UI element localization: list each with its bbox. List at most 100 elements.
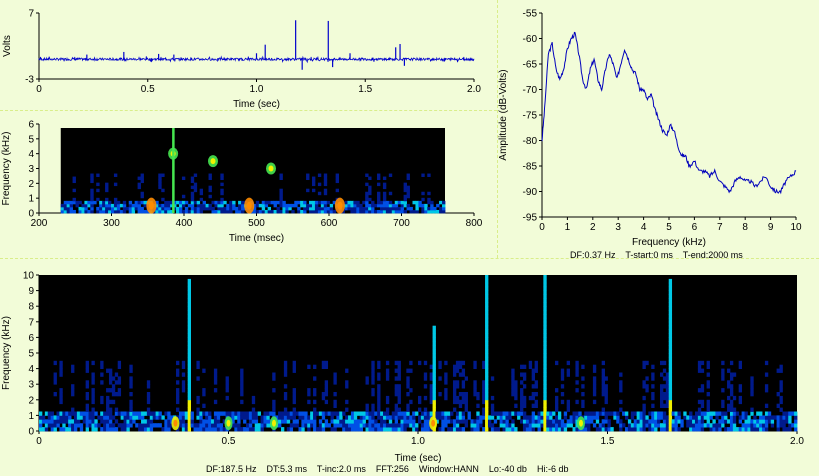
spectrogram-cell	[187, 427, 191, 432]
spectrogram-cell	[520, 372, 524, 377]
x-tick-label: 9	[768, 222, 774, 233]
spectrogram-cell	[231, 411, 235, 416]
spectrogram-cell	[394, 423, 398, 428]
spectrogram-cell	[114, 427, 119, 432]
spectrogram-cell	[767, 415, 772, 420]
spectrogram-cell	[181, 209, 186, 214]
spectrogram-cell	[779, 399, 783, 405]
spectrogram-cell	[50, 411, 54, 416]
spectrogram-cell	[566, 407, 570, 412]
spectrogram-cell	[301, 411, 305, 416]
spectrogram-cell	[432, 372, 436, 377]
spectrogram-cell	[362, 423, 366, 428]
spectrogram-cell	[619, 380, 623, 385]
spectrogram-cell	[744, 415, 748, 420]
spectrogram-cell	[537, 415, 541, 420]
spectrogram-cell	[485, 275, 489, 280]
spectrum-chart: 0 1 2 3 4 5 6 7 8 9 10-55-60-65-70-75-80-85-90-95F…	[498, 9, 802, 249]
spectrogram-cell	[630, 427, 635, 432]
spectrogram-cell	[248, 415, 253, 420]
spectrogram-cell	[727, 419, 731, 424]
spectrogram-cell	[400, 415, 404, 420]
spectrogram-cell	[368, 176, 372, 181]
spectrogram-cell	[356, 206, 360, 211]
spectrogram-cell	[403, 411, 407, 416]
spectrogram-cell	[311, 206, 316, 211]
spectrogram-cell	[403, 419, 407, 424]
spectrogram-cell	[330, 419, 334, 424]
spectrum-trace	[541, 31, 797, 195]
spectrogram-cell	[295, 419, 299, 424]
spectrogram-cell	[114, 380, 119, 385]
spectrogram-cell	[90, 188, 94, 193]
spectrogram-cell	[619, 399, 623, 405]
spectrogram-cell	[482, 380, 486, 385]
spectrogram-cell	[314, 200, 319, 205]
spectrogram-cell	[196, 203, 201, 208]
spectrogram-cell	[403, 197, 407, 202]
spectrogram-cell	[108, 206, 112, 211]
spectrogram-cell	[479, 415, 483, 420]
x-tick-label: 6	[692, 222, 698, 233]
x-tick-label: 300	[103, 218, 120, 229]
spectrogram-cell	[90, 203, 94, 208]
spectrogram-cell	[78, 206, 82, 211]
spectrogram-cell	[659, 395, 664, 401]
spectrogram-cell	[190, 176, 195, 181]
spectrogram-cell	[747, 419, 751, 424]
spectrogram-cell	[552, 423, 556, 428]
spectrogram-cell	[350, 206, 354, 211]
spectrogram-cell	[47, 411, 52, 416]
spectrogram-cell	[706, 360, 710, 366]
spectrogram-cell	[321, 411, 326, 416]
spectrogram-cell	[764, 423, 769, 428]
spectrogram-cell	[455, 360, 460, 366]
spectrogram-cell	[418, 407, 422, 412]
spectrogram-cell	[659, 423, 664, 428]
spectrogram-cell	[403, 209, 407, 214]
spectrogram-cell	[560, 423, 565, 428]
spectrogram-cell	[633, 411, 638, 416]
spectrogram-cell	[668, 294, 673, 299]
spectrogram-cell	[753, 427, 757, 432]
spectrogram-cell	[161, 427, 165, 432]
spectrogram-cell	[721, 360, 725, 366]
spectrogram-cell	[502, 419, 506, 424]
spectrogram-cell	[610, 411, 614, 416]
spectrogram-cell	[311, 200, 316, 205]
spectrogram-cell	[418, 200, 422, 205]
spectrogram-cell	[181, 203, 186, 208]
spectrogram-cell	[689, 427, 693, 432]
spectrogram-cell	[208, 176, 212, 181]
spectrogram-cell	[750, 384, 754, 389]
spectrogram-cell	[116, 206, 121, 211]
spectrogram-cell	[534, 399, 538, 405]
spectrogram-cell	[455, 419, 460, 424]
spectrogram-cell	[176, 372, 180, 377]
spectrogram-cell	[208, 185, 212, 190]
spectrogram-cell	[220, 200, 224, 205]
x-tick-label: 2.0	[467, 84, 481, 95]
spectrogram-cell	[63, 200, 68, 205]
spectrogram-cell	[668, 380, 673, 385]
spectrogram-cell	[406, 173, 410, 177]
spectrogram-cell	[91, 427, 95, 432]
spectrogram-cell	[409, 209, 413, 214]
spectrogram-cell	[584, 419, 588, 424]
spectrogram-cell	[543, 294, 547, 299]
spectrogram-cell	[68, 411, 72, 416]
spectrogram-cell	[485, 364, 489, 369]
spectrogram-cell	[520, 380, 524, 385]
spectrogram-cell	[100, 380, 104, 385]
spectrogram-cell	[482, 411, 486, 416]
spectrogram-cell	[190, 423, 194, 428]
spectrogram-cell	[368, 415, 372, 420]
spectrogram-cell	[59, 388, 63, 393]
spectrogram-cell	[298, 427, 302, 432]
spectrogram-cell	[555, 419, 559, 424]
spectrogram-cell	[122, 206, 127, 211]
spectrogram-cell	[423, 427, 428, 432]
spectrogram-cell	[657, 411, 661, 416]
spectrogram-cell	[563, 427, 568, 432]
spectrogram-cell	[348, 423, 352, 428]
